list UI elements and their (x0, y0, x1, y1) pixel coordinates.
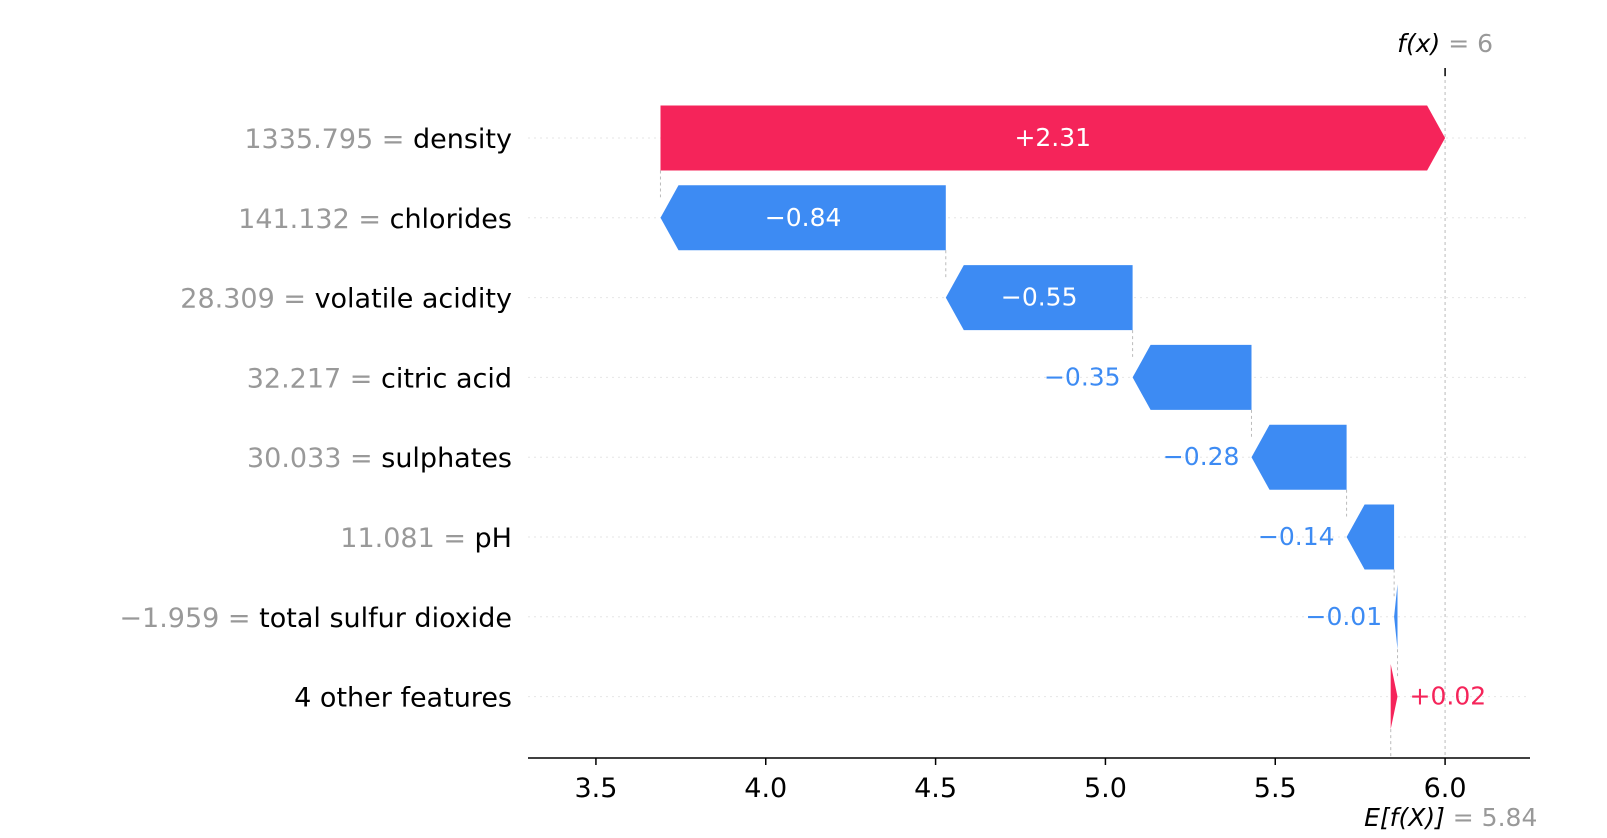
feature-name-text: total sulfur dioxide (259, 603, 512, 634)
bar-value-label: −0.84 (765, 203, 842, 232)
feature-name-text: density (413, 124, 512, 155)
positive-bar (1390, 664, 1398, 730)
feature-label: 4 other features (294, 683, 512, 714)
negative-bar (1346, 504, 1395, 570)
bar-value-label: −0.28 (1163, 442, 1240, 471)
negative-bar (945, 265, 1133, 331)
feature-label: 11.081 = pH (340, 523, 512, 554)
connector-guides (659, 68, 1446, 758)
base-value-label: E[f(X)] = 5.84 (1364, 803, 1537, 832)
negative-bar (1251, 424, 1347, 490)
x-tick-label: 3.5 (574, 773, 617, 804)
base-var: E[f(X)] (1364, 803, 1445, 832)
feature-value-text: 1335.795 = (244, 124, 413, 155)
bar-value-label: −0.55 (1001, 283, 1078, 312)
base-eq-value: = 5.84 (1445, 803, 1538, 832)
output-value-label: f(x) = 6 (1397, 29, 1493, 58)
output-eq-value: = 6 (1440, 29, 1493, 58)
feature-label: −1.959 = total sulfur dioxide (119, 603, 512, 634)
feature-value-text: 141.132 = (238, 204, 389, 235)
x-axis: 3.5 4.0 4.5 5.0 5.5 6.0 (528, 68, 1530, 804)
x-tick-label: 5.0 (1084, 773, 1127, 804)
bar-value-label: −0.01 (1306, 602, 1383, 631)
x-tick-label: 5.5 (1254, 773, 1297, 804)
feature-value-text: 11.081 = (340, 523, 474, 554)
bar-value-label: +2.31 (1014, 123, 1091, 152)
feature-name-text: sulphates (381, 443, 512, 474)
negative-bar (1394, 584, 1398, 650)
feature-name-text: citric acid (381, 363, 512, 394)
bars (660, 105, 1446, 730)
feature-value-text: 28.309 = (180, 284, 314, 315)
feature-label: 32.217 = citric acid (247, 363, 512, 394)
annotations: f(x) = 6 E[f(X)] = 5.84 (1364, 29, 1537, 832)
feature-name-text: chlorides (390, 204, 512, 235)
bar-value-label: −0.35 (1044, 362, 1121, 391)
output-var: f(x) (1397, 29, 1440, 58)
positive-bar (660, 105, 1446, 171)
feature-label: 1335.795 = density (244, 124, 512, 155)
feature-value-text: −1.959 = (119, 603, 259, 634)
feature-value-text: 32.217 = (247, 363, 381, 394)
feature-name-text: 4 other features (294, 683, 512, 714)
bar-value-label: +0.02 (1410, 682, 1487, 711)
feature-label: 141.132 = chlorides (238, 204, 512, 235)
feature-value-text: 30.033 = (247, 443, 381, 474)
x-tick-label: 6.0 (1424, 773, 1467, 804)
x-tick-label: 4.5 (914, 773, 957, 804)
x-tick-label: 4.0 (744, 773, 787, 804)
feature-label: 28.309 = volatile acidity (180, 284, 512, 315)
bar-value-label: −0.14 (1258, 522, 1335, 551)
feature-labels: 1335.795 = density +2.31 141.132 = chlorid… (119, 123, 1486, 714)
negative-bar (660, 185, 946, 251)
negative-bar (1132, 344, 1252, 410)
feature-name-text: volatile acidity (315, 284, 512, 315)
feature-label: 30.033 = sulphates (247, 443, 512, 474)
feature-name-text: pH (475, 523, 512, 554)
